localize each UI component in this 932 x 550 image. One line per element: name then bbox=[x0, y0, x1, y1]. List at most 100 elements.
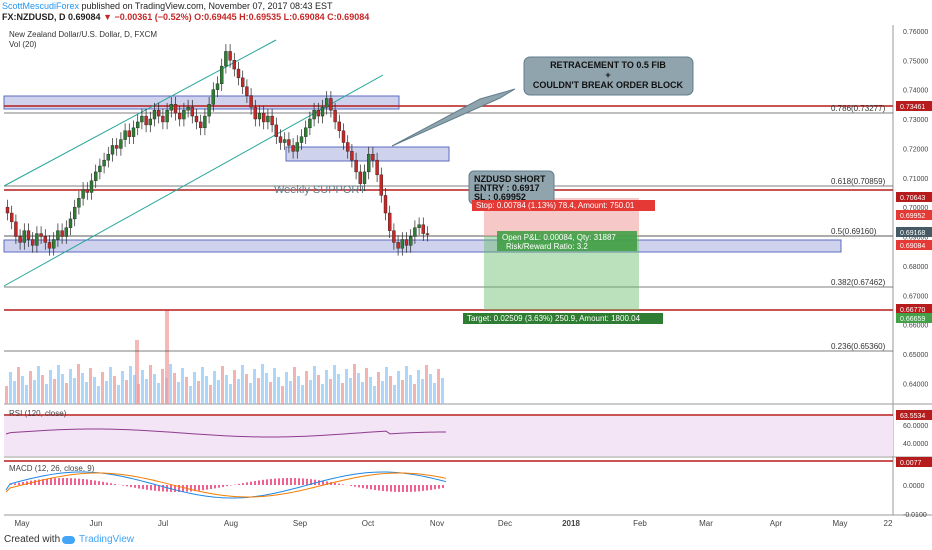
price-badge-label: 0.69168 bbox=[900, 230, 925, 237]
candle-body bbox=[236, 68, 241, 79]
volume-bar bbox=[321, 384, 324, 404]
x-tick-label: Jun bbox=[90, 519, 103, 528]
volume-bar bbox=[101, 372, 104, 404]
macd-histogram-bar bbox=[262, 479, 264, 485]
macd-histogram-bar bbox=[70, 478, 72, 485]
macd-histogram-bar bbox=[338, 483, 340, 485]
volume-bar bbox=[393, 385, 396, 404]
macd-line bbox=[5, 471, 447, 499]
volume-bar bbox=[353, 364, 356, 404]
volume-bar bbox=[73, 378, 76, 404]
price-badge bbox=[896, 240, 932, 250]
macd-histogram-bar bbox=[218, 485, 220, 488]
candle-body bbox=[240, 77, 245, 87]
candle-body bbox=[123, 130, 127, 140]
price-badge-label: 0.69952 bbox=[900, 213, 925, 220]
candle-body bbox=[194, 115, 199, 123]
macd-histogram-bar bbox=[398, 485, 400, 492]
chart-svg[interactable]: 0.76000 0.75000 0.74000 0.73000 0.72000 0.710… bbox=[0, 0, 932, 530]
candle-body bbox=[308, 118, 312, 129]
symbol-line: FX:NZDUSD, D 0.69084 ▼ −0.00361 (−0.52%)… bbox=[2, 12, 369, 22]
target-label: Target: 0.02509 (3.63%) 250.9, Amount: 1… bbox=[467, 314, 641, 323]
volume-bar bbox=[185, 377, 188, 404]
x-tick-label: Sep bbox=[293, 519, 308, 528]
macd-histogram-bar bbox=[318, 480, 320, 485]
candle-body bbox=[56, 230, 60, 240]
footer-brand[interactable]: TradingView bbox=[79, 534, 135, 545]
macd-histogram-bar bbox=[238, 483, 240, 485]
volume-bar bbox=[229, 384, 232, 404]
volume-bar bbox=[333, 365, 336, 404]
x-tick-label: 22 bbox=[884, 519, 893, 528]
x-tick-label: Apr bbox=[770, 519, 783, 528]
candle-body bbox=[320, 107, 325, 117]
macd-histogram-bar bbox=[242, 483, 244, 485]
macd-histogram-bar bbox=[82, 478, 84, 485]
macd-histogram-bar bbox=[434, 485, 436, 490]
volume-bar bbox=[341, 383, 344, 404]
candle-body bbox=[93, 171, 98, 181]
volume-bar bbox=[337, 374, 340, 404]
macd-histogram-bar bbox=[442, 485, 444, 489]
candle-body bbox=[140, 115, 144, 123]
volume-bar bbox=[313, 366, 316, 404]
candle-body bbox=[43, 236, 47, 243]
macd-histogram-bar bbox=[38, 479, 40, 485]
macd-histogram-bar bbox=[366, 485, 368, 489]
x-tick-label: Mar bbox=[699, 519, 713, 528]
fib-label: 0.786(0.73277) bbox=[831, 104, 886, 113]
y-tick-label: 0.71000 bbox=[903, 176, 928, 183]
volume-bar bbox=[373, 386, 376, 404]
macd-histogram-bar bbox=[102, 481, 104, 485]
volume-bar bbox=[421, 379, 424, 404]
macd-histogram-bar bbox=[358, 485, 360, 488]
macd-histogram-bar bbox=[386, 485, 388, 492]
author-link[interactable]: ScottMescudiForex bbox=[2, 1, 80, 11]
volume-bar bbox=[17, 367, 20, 404]
candle-body bbox=[89, 180, 94, 193]
volume-bar bbox=[9, 372, 12, 404]
callout-pointer bbox=[391, 88, 516, 147]
macd-histogram-bar bbox=[406, 485, 408, 492]
short-text: NZDUSD SHORT bbox=[474, 174, 546, 184]
rsi-tick: 60.0000 bbox=[903, 423, 928, 430]
volume-bar bbox=[249, 383, 252, 404]
x-tick-label: Feb bbox=[633, 519, 647, 528]
volume-bar bbox=[81, 373, 84, 404]
fib-label: 0.618(0.70859) bbox=[831, 177, 886, 186]
volume-bar bbox=[273, 368, 276, 404]
macd-histogram-bar bbox=[378, 485, 380, 491]
candle-body bbox=[413, 227, 417, 237]
short-text: SL : 0.69952 bbox=[474, 192, 526, 202]
volume-bar bbox=[289, 381, 292, 404]
macd-histogram-bar bbox=[294, 478, 296, 485]
x-tick-label: Oct bbox=[362, 519, 375, 528]
macd-signal-line bbox=[5, 472, 447, 498]
candle-body bbox=[190, 107, 195, 117]
macd-histogram-bar bbox=[74, 478, 76, 485]
candle-body bbox=[106, 154, 111, 161]
candle-body bbox=[245, 86, 249, 96]
macd-histogram-bar bbox=[66, 478, 68, 485]
volume-bar bbox=[209, 385, 212, 404]
candle-body bbox=[354, 159, 358, 173]
volume-bar bbox=[237, 379, 240, 404]
macd-histogram-bar bbox=[146, 485, 148, 490]
macd-histogram-bar bbox=[62, 478, 64, 485]
macd-histogram-bar bbox=[322, 480, 324, 485]
candle-body bbox=[131, 127, 136, 137]
volume-bar bbox=[129, 366, 132, 404]
candle-body bbox=[144, 115, 148, 126]
macd-histogram-bar bbox=[134, 485, 136, 488]
macd-histogram-bar bbox=[206, 485, 208, 490]
volume-bar bbox=[325, 370, 328, 404]
candle-body bbox=[102, 159, 106, 167]
volume-bar bbox=[385, 367, 388, 404]
volume-bar bbox=[69, 369, 72, 404]
volume-bar bbox=[257, 378, 260, 404]
candle-body bbox=[119, 139, 123, 149]
macd-histogram-bar bbox=[122, 485, 124, 486]
candle-body bbox=[219, 65, 224, 84]
macd-histogram-bar bbox=[286, 478, 288, 485]
